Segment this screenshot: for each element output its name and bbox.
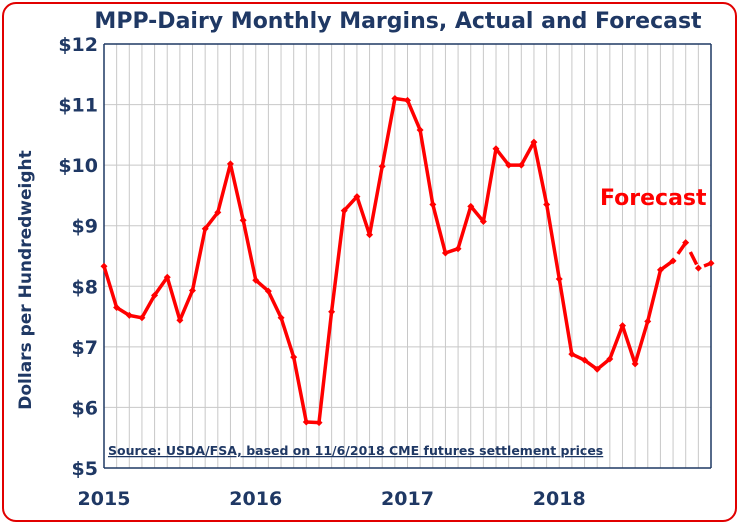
y-tick-label: $7 — [72, 337, 98, 359]
data-point-marker — [125, 311, 133, 319]
data-point-marker — [201, 225, 209, 233]
chart-title: MPP-Dairy Monthly Margins, Actual and Fo… — [94, 9, 702, 34]
data-point-marker — [644, 317, 652, 325]
x-tick-label: 2015 — [78, 488, 131, 510]
data-point-marker — [328, 308, 336, 316]
y-tick-label: $12 — [58, 34, 98, 56]
data-point-marker — [593, 365, 601, 373]
data-point-marker — [163, 273, 171, 281]
data-point-marker — [669, 257, 677, 265]
data-point-marker — [391, 95, 399, 103]
data-point-marker — [568, 350, 576, 358]
data-point-marker — [555, 275, 563, 283]
data-point-marker — [151, 291, 159, 299]
source-note: Source: USDA/FSA, based on 11/6/2018 CME… — [108, 443, 603, 458]
y-axis-label: Dollars per Hundredweight — [16, 150, 36, 409]
data-point-marker — [606, 355, 614, 363]
data-point-marker — [353, 193, 361, 201]
data-point-marker — [404, 96, 411, 104]
data-point-marker — [479, 217, 487, 225]
data-point-marker — [682, 239, 690, 247]
data-point-marker — [619, 322, 627, 330]
gridlines — [104, 43, 711, 468]
data-point-marker — [315, 419, 323, 427]
data-point-marker — [214, 208, 222, 216]
x-tick-label: 2016 — [229, 488, 282, 510]
data-points — [100, 95, 715, 427]
data-point-marker — [517, 161, 525, 169]
data-point-marker — [694, 264, 702, 272]
y-tick-label: $11 — [58, 95, 98, 117]
data-point-marker — [631, 360, 639, 368]
data-point-marker — [264, 287, 272, 295]
y-tick-label: $8 — [72, 276, 98, 298]
y-tick-label: $5 — [72, 458, 98, 480]
data-point-marker — [656, 266, 664, 274]
tick-labels: $5 $6 $7 $8 $9 $10 $11 $12 2015 2016 2017 2018 — [58, 34, 585, 510]
data-point-marker — [277, 314, 285, 322]
data-point-marker — [378, 162, 386, 170]
y-tick-label: $6 — [72, 397, 98, 419]
data-point-marker — [454, 245, 462, 253]
data-point-marker — [505, 161, 513, 169]
data-point-marker — [543, 201, 551, 209]
data-point-marker — [252, 276, 260, 284]
y-tick-label: $10 — [58, 155, 98, 177]
data-point-marker — [530, 138, 538, 146]
y-tick-label: $9 — [72, 216, 98, 238]
data-point-marker — [100, 262, 108, 270]
data-point-marker — [226, 160, 234, 168]
x-tick-label: 2017 — [381, 488, 434, 510]
data-point-marker — [239, 216, 247, 224]
data-point-marker — [416, 126, 424, 134]
data-point-marker — [467, 202, 475, 210]
data-point-marker — [113, 303, 121, 311]
forecast-annotation: Forecast — [600, 186, 707, 211]
data-point-marker — [366, 231, 374, 239]
data-point-marker — [340, 207, 348, 215]
axes — [103, 43, 712, 469]
data-point-marker — [138, 314, 146, 322]
data-point-marker — [290, 353, 298, 361]
data-point-marker — [492, 145, 500, 153]
data-point-marker — [188, 287, 196, 295]
data-point-marker — [441, 249, 449, 257]
x-tick-label: 2018 — [533, 488, 586, 510]
data-point-marker — [581, 356, 589, 364]
data-point-marker — [707, 259, 715, 267]
data-point-marker — [429, 201, 437, 209]
data-point-marker — [176, 316, 184, 324]
data-point-marker — [302, 418, 310, 426]
